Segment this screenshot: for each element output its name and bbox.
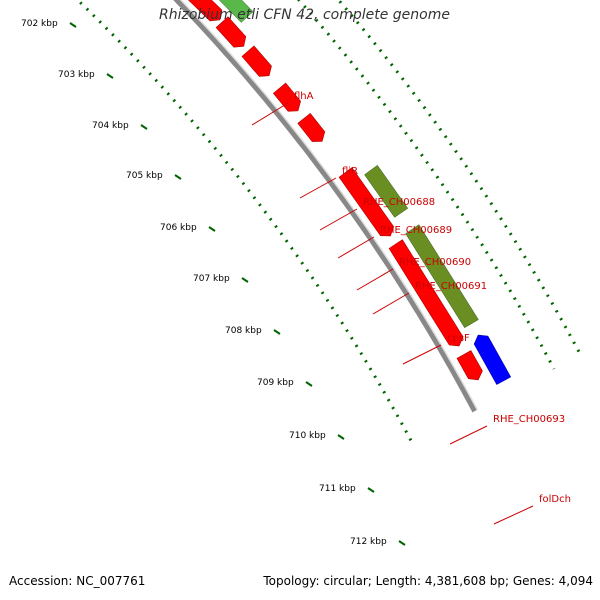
tick-label-702: 702 kbp [21, 19, 58, 29]
cds-arrow-3 [188, 0, 223, 22]
cds-arrow-9 [388, 239, 464, 347]
dotted-guide-lines [75, 0, 582, 445]
gene-label-folDch: folDch [539, 494, 571, 505]
tick-mark-712 [398, 540, 406, 546]
cds-arrow-10 [456, 350, 483, 381]
backbone-arc [173, 0, 477, 413]
tick-label-707: 707 kbp [193, 274, 230, 284]
tick-mark-708 [273, 329, 281, 335]
accession-text: Accession: NC_007761 [9, 574, 146, 588]
gene-label-RHE_CH00688: RHE_CH00688 [363, 197, 435, 208]
gene-strip-4 [364, 164, 409, 218]
backbone-highlight [179, 0, 478, 411]
tick-label-711: 711 kbp [319, 484, 356, 494]
tick-mark-709 [305, 381, 313, 387]
tick-mark-705 [174, 174, 182, 180]
label-leader-folDch [493, 505, 534, 525]
tick-label-705: 705 kbp [126, 171, 163, 181]
label-leader-RHE_CH00690 [356, 268, 394, 291]
label-leader-fliR [299, 177, 337, 199]
label-leader-cpsF [402, 344, 442, 365]
tick-label-704: 704 kbp [92, 121, 129, 131]
cds-arrow-4 [215, 16, 247, 48]
label-leader-RHE_CH00688 [319, 208, 358, 231]
gene-label-flhA: flhA [294, 91, 314, 102]
tick-mark-703 [106, 73, 114, 79]
gene-strip-3 [218, 0, 254, 23]
label-leader-RHE_CH00691 [372, 292, 410, 315]
tick-label-710: 710 kbp [289, 431, 326, 441]
gene-features [188, 0, 512, 385]
cds-arrow-5 [241, 45, 272, 77]
tick-label-709: 709 kbp [257, 378, 294, 388]
gene-label-RHE_CH00689: RHE_CH00689 [380, 225, 452, 236]
label-leader-flhA [251, 102, 289, 126]
gene-label-RHE_CH00690: RHE_CH00690 [399, 257, 471, 268]
genome-backbone [173, 0, 478, 413]
tick-mark-711 [367, 487, 375, 493]
tick-label-706: 706 kbp [160, 223, 197, 233]
blue-arrow [473, 334, 512, 385]
gene-label-RHE_CH00691: RHE_CH00691 [415, 281, 487, 292]
cds-arrow-8 [338, 167, 395, 237]
tick-mark-702 [69, 22, 77, 28]
dotted-line-1 [296, 0, 556, 370]
genome-summary-text: Topology: circular; Length: 4,381,608 bp… [263, 574, 593, 588]
label-leader-RHE_CH00693 [449, 425, 488, 445]
scale-ticks: 702 kbp 703 kbp 704 kbp 705 kbp 706 kbp 707 k… [21, 19, 406, 547]
cds-arrow-6 [272, 82, 301, 112]
label-leader-RHE_CH00689 [337, 236, 375, 259]
gene-labels: flhA fliR RHE_CH00688 RHE_CH00689 RHE_CH0069… [251, 91, 571, 525]
dotted-line-2 [336, 0, 582, 356]
tick-label-703: 703 kbp [58, 70, 95, 80]
gene-label-cpsF: cpsF [447, 333, 470, 344]
gene-label-fliR: fliR [342, 166, 358, 177]
map-title: Rhizobium etli CFN 42, complete genome [159, 7, 450, 23]
tick-mark-706 [208, 226, 216, 232]
gene-label-RHE_CH00693: RHE_CH00693 [493, 414, 565, 425]
tick-label-712: 712 kbp [350, 537, 387, 547]
tick-label-708: 708 kbp [225, 326, 262, 336]
cds-arrow-7 [297, 112, 326, 142]
tick-mark-710 [337, 434, 345, 440]
gene-strip-5 [405, 224, 479, 329]
tick-mark-707 [241, 277, 249, 283]
tick-mark-704 [140, 124, 148, 130]
dotted-line-0 [75, 0, 415, 445]
